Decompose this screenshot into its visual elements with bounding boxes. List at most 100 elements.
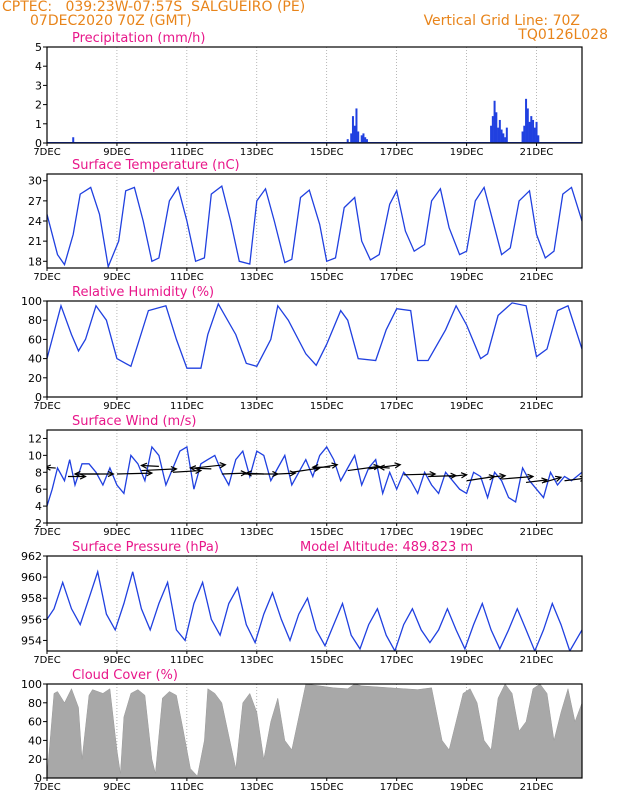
wind-vector-shaft xyxy=(172,469,201,473)
humidity-ytick-label: 100 xyxy=(21,295,42,308)
wind-ytick-label: 12 xyxy=(28,432,42,445)
wind-xtick-label: 9DEC xyxy=(103,527,130,538)
precipitation-xtick-label: 9DEC xyxy=(103,147,130,158)
pressure-xtick-label: 7DEC xyxy=(33,655,60,666)
wind-vector xyxy=(277,470,297,477)
precip-bar xyxy=(360,135,363,143)
cloud-cover-xtick-label: 7DEC xyxy=(33,782,60,793)
wind-vector xyxy=(67,473,87,480)
wind-vector-shaft xyxy=(525,479,548,484)
humidity-ytick-label: 40 xyxy=(28,353,42,366)
humidity-plot-area xyxy=(47,302,582,369)
precip-bar xyxy=(362,133,365,143)
pressure-title: Surface Pressure (hPa) xyxy=(72,540,219,555)
precipitation-xtick-label: 7DEC xyxy=(33,147,60,158)
humidity-ytick-label: 80 xyxy=(28,314,42,327)
humidity-series-line xyxy=(47,302,582,369)
cloud-cover-xtick-label: 17DEC xyxy=(380,782,414,793)
precipitation-ytick-label: 4 xyxy=(35,60,42,73)
precip-bar xyxy=(497,127,500,143)
precip-bar xyxy=(533,127,536,143)
temperature-title: Surface Temperature (nC) xyxy=(72,158,240,173)
pressure-xtick-label: 21DEC xyxy=(520,655,554,666)
pressure-xtick-label: 17DEC xyxy=(380,655,414,666)
cloud-cover-ytick-label: 0 xyxy=(35,772,42,785)
cloud-cover-frame xyxy=(46,683,583,779)
wind-ytick-label: 8 xyxy=(35,466,42,479)
cloud-cover-plot-area xyxy=(47,684,582,778)
wind-vector-shaft xyxy=(501,475,534,480)
precip-bar xyxy=(504,137,507,143)
precipitation-ytick-label: 2 xyxy=(35,99,42,112)
precip-bar xyxy=(532,119,535,143)
cloud-cover-xtick-label: 15DEC xyxy=(310,782,344,793)
wind-vector-shaft xyxy=(543,476,562,483)
temperature-xtick-label: 13DEC xyxy=(240,272,274,283)
cloud-cover-area xyxy=(47,684,582,778)
wind-vector xyxy=(172,467,203,475)
precip-bar xyxy=(346,139,349,143)
wind-ytick-label: 10 xyxy=(28,449,42,462)
wind-title: Surface Wind (m/s) xyxy=(72,414,196,429)
humidity-xtick-label: 19DEC xyxy=(450,401,484,412)
wind-vector xyxy=(487,473,507,480)
temperature-panel: 18 21 24 27 30 7DEC 9DEC 11DEC 13DEC 15DEC 17DEC 19… xyxy=(28,158,583,283)
wind-vector-head xyxy=(73,470,81,478)
wind-ytick-label: 4 xyxy=(35,500,42,513)
humidity-xtick-label: 15DEC xyxy=(310,401,344,412)
wind-vector-head xyxy=(219,462,227,469)
temperature-ytick-label: 18 xyxy=(28,255,42,268)
precipitation-xtick-label: 21DEC xyxy=(520,147,554,158)
wind-xtick-label: 17DEC xyxy=(380,527,414,538)
wind-xtick-label: 19DEC xyxy=(450,527,484,538)
wind-vector-head xyxy=(244,470,253,477)
wind-vector-shaft xyxy=(193,464,226,469)
wind-vector-shaft xyxy=(141,468,177,472)
wind-panel: 2 4 6 8 10 12 7DEC 9DEC 11DEC 13DEC 15DEC 17DEC 19DE… xyxy=(28,414,583,538)
precipitation-ytick-label: 0 xyxy=(35,137,42,150)
wind-vector-shaft xyxy=(141,464,159,467)
precipitation-frame xyxy=(46,46,583,144)
wind-vector-shaft xyxy=(221,472,247,475)
precip-bar xyxy=(498,119,501,143)
cloud-cover-ytick-label: 40 xyxy=(28,734,42,747)
pressure-xtick-label: 15DEC xyxy=(310,655,344,666)
precip-bar xyxy=(505,127,508,143)
wind-vector-head xyxy=(107,470,115,478)
wind-vector xyxy=(116,470,154,477)
precipitation-ytick-label: 3 xyxy=(35,79,42,92)
precip-bar xyxy=(526,108,529,143)
wind-vector-shaft xyxy=(116,472,152,475)
station-header: CPTEC: 039:23W-07:57S SALGUEIRO (PE) xyxy=(2,0,306,15)
precip-bar xyxy=(357,131,360,143)
wind-vector xyxy=(501,473,535,481)
wind-vector xyxy=(73,470,100,478)
temperature-xtick-label: 11DEC xyxy=(170,272,204,283)
cloud-cover-ytick-label: 100 xyxy=(21,678,42,691)
precip-bar xyxy=(491,116,494,143)
wind-vector xyxy=(140,462,159,469)
precip-bar xyxy=(495,112,498,143)
cloud-cover-ytick-label: 20 xyxy=(28,753,42,766)
precipitation-xtick-label: 17DEC xyxy=(380,147,414,158)
precip-bar xyxy=(355,108,358,143)
wind-vector-head xyxy=(394,462,402,469)
temperature-xtick-label: 15DEC xyxy=(310,272,344,283)
wind-vector xyxy=(347,463,381,472)
wind-vector-shaft xyxy=(246,472,264,475)
wind-vector-shaft xyxy=(368,464,401,470)
cloud-cover-ytick-label: 60 xyxy=(28,716,42,729)
cloud-cover-ytick-label: 80 xyxy=(28,697,42,710)
precip-bar xyxy=(523,125,526,143)
wind-series-line xyxy=(47,445,582,507)
cloud-cover-xtick-label: 9DEC xyxy=(103,782,130,793)
wind-xtick-label: 13DEC xyxy=(240,527,274,538)
wind-vector-head xyxy=(377,464,386,471)
humidity-xtick-label: 13DEC xyxy=(240,401,274,412)
wind-vector-head xyxy=(47,464,52,471)
wind-frame xyxy=(46,429,583,524)
wind-vector-head xyxy=(195,467,203,475)
pressure-frame xyxy=(46,555,583,652)
wind-vector-head xyxy=(554,475,563,482)
